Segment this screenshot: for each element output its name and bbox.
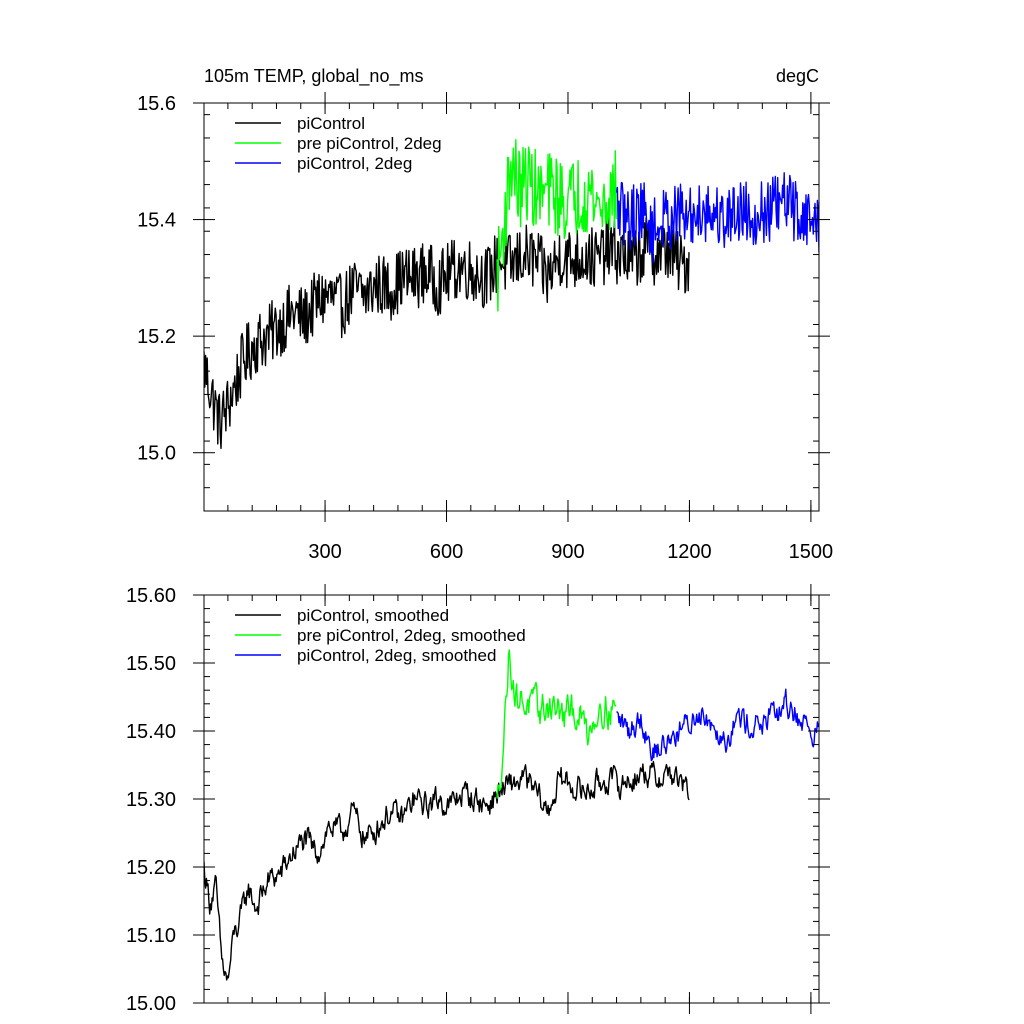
x-tick-label: 1200 <box>667 541 712 563</box>
legend-label: pre piControl, 2deg <box>297 134 442 153</box>
y-tick-label: 15.60 <box>126 585 176 607</box>
y-tick-label: 15.0 <box>137 443 176 465</box>
top-chart-panel: 105m TEMP, global_no_ms degC 15.015.215.… <box>137 66 833 563</box>
axis-ticks: 15.00 15.10 15.20 15.30 15.40 15.50 15.60 <box>126 584 830 1015</box>
series-line-3 <box>616 688 819 762</box>
series-line-1 <box>204 760 690 981</box>
y-tick-label: 15.40 <box>126 721 176 743</box>
plot-frame <box>203 594 820 1004</box>
y-tick-label: 15.00 <box>126 993 176 1015</box>
x-tick-label: 600 <box>430 541 463 563</box>
y-tick-label: 15.2 <box>137 326 176 348</box>
y-tick-label: 15.10 <box>126 925 176 947</box>
legend-label: piControl, 2deg, smoothed <box>297 646 496 665</box>
plot-frame <box>203 102 820 512</box>
series-group <box>204 139 819 450</box>
series-line-2 <box>496 649 617 799</box>
axis-ticks: 15.0 15.2 15.4 15.6 300 600 900 1200 1500 <box>137 92 833 563</box>
series-group <box>204 649 819 981</box>
units-label: degC <box>776 66 819 86</box>
legend-label: piControl <box>297 114 365 133</box>
series-line-2 <box>496 139 617 312</box>
chart-title: 105m TEMP, global_no_ms <box>204 66 423 87</box>
y-tick-label: 15.4 <box>137 210 176 232</box>
y-tick-label: 15.20 <box>126 857 176 879</box>
legend-label: piControl, 2deg <box>297 154 412 173</box>
bottom-chart-panel: 15.00 15.10 15.20 15.30 15.40 15.50 15.60 piCo… <box>126 584 830 1015</box>
x-tick-label: 1500 <box>789 541 834 563</box>
y-tick-label: 15.50 <box>126 653 176 675</box>
legend-label: pre piControl, 2deg, smoothed <box>297 626 526 645</box>
y-tick-label: 15.30 <box>126 789 176 811</box>
x-tick-label: 900 <box>551 541 584 563</box>
series-line-1 <box>204 217 690 450</box>
series-line-3 <box>615 172 819 264</box>
y-tick-label: 15.6 <box>137 93 176 115</box>
legend-label: piControl, smoothed <box>297 606 449 625</box>
x-tick-label: 300 <box>308 541 341 563</box>
